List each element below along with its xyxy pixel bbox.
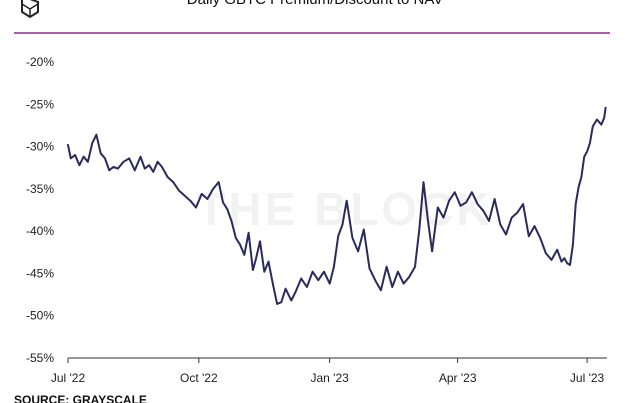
y-tick-label: -25% <box>26 97 54 111</box>
series-layer <box>67 106 607 305</box>
y-tick-label: -35% <box>26 182 54 196</box>
x-tick-label: Jul '22 <box>51 371 86 385</box>
y-tick-label: -45% <box>26 266 54 280</box>
x-tick-label: Oct '22 <box>180 371 218 385</box>
x-tick-label: Jan '23 <box>311 371 350 385</box>
series-line <box>67 106 607 305</box>
x-tick-label: Jul '23 <box>570 371 605 385</box>
x-axis-ticks: Jul '22 Oct '22 Jan '23 Apr '23 Jul '23 <box>51 358 605 385</box>
source-label: SOURCE: GRAYSCALE <box>14 393 147 403</box>
x-tick-label: Apr '23 <box>439 371 477 385</box>
chart-title: Daily GBTC Premium/Discount to NAV <box>187 0 443 8</box>
y-tick-label: -20% <box>26 55 54 69</box>
y-axis-ticks: -20% -25% -30% -35% -40% -45% -50% -55% <box>26 55 54 365</box>
y-tick-label: -40% <box>26 224 54 238</box>
y-tick-label: -30% <box>26 140 54 154</box>
the-block-logo <box>21 0 39 19</box>
watermark: THE BLOCK <box>197 183 492 235</box>
y-tick-label: -50% <box>26 309 54 323</box>
y-tick-label: -55% <box>26 351 54 365</box>
